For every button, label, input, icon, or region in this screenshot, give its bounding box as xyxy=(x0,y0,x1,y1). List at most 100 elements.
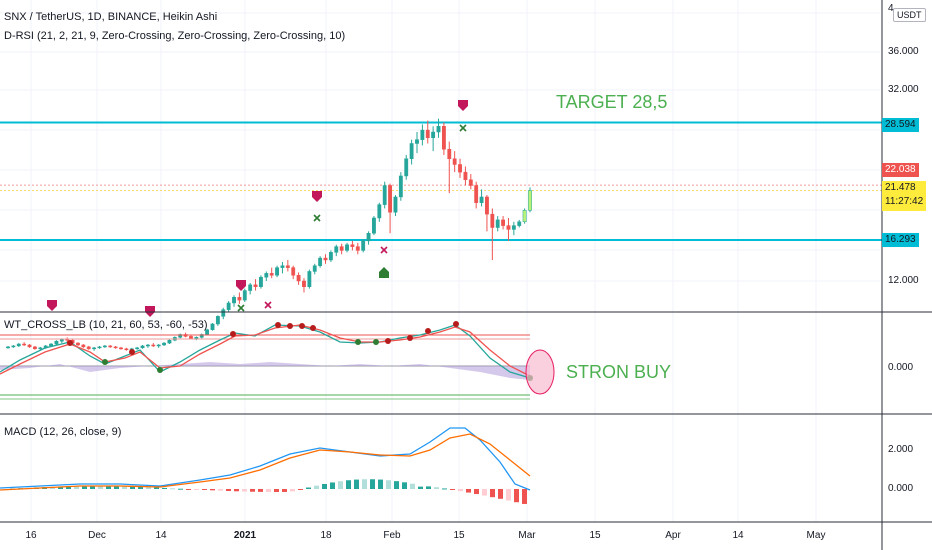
candle-body xyxy=(38,347,43,350)
candle-body xyxy=(264,273,269,278)
macd-histogram-bar xyxy=(58,486,63,489)
currency-button[interactable]: USDT xyxy=(893,8,926,22)
candle-body xyxy=(474,185,479,203)
candle-body xyxy=(269,273,274,276)
cross-signal-icon xyxy=(459,124,467,132)
candle-body xyxy=(366,233,371,242)
macd-histogram-bar xyxy=(458,489,463,492)
macd-axis-tick: 2.000 xyxy=(888,444,914,455)
cross-signal-icon xyxy=(264,301,272,309)
candle-body xyxy=(447,148,452,160)
candle-body xyxy=(259,276,263,287)
x-axis-label: 14 xyxy=(155,530,167,541)
candle-body xyxy=(291,267,296,276)
macd-histogram-bar xyxy=(282,489,287,492)
macd-histogram-bar xyxy=(378,479,383,489)
cross-signal-icon xyxy=(380,246,388,254)
macd-histogram-bar xyxy=(210,489,215,491)
candle-body xyxy=(76,342,80,346)
macd-histogram-bar xyxy=(386,480,391,489)
x-axis-label: 18 xyxy=(320,530,332,541)
candle-body xyxy=(318,257,323,266)
wt-cross-dot xyxy=(373,339,379,345)
macd-histogram-bar xyxy=(490,489,495,498)
candle-body xyxy=(32,346,37,350)
indicator-legend[interactable]: D-RSI (21, 2, 21, 9, Zero-Crossing, Zero… xyxy=(4,30,346,42)
wt-histogram-area xyxy=(0,362,530,380)
macd-histogram-bar xyxy=(226,489,231,492)
candle-body xyxy=(350,244,355,247)
candle-body xyxy=(285,265,290,268)
macd-histogram-bar xyxy=(202,489,207,490)
candle-body xyxy=(119,347,123,350)
wt-cross-dot xyxy=(275,322,281,328)
macd-histogram-bar xyxy=(434,487,439,489)
macd-histogram-bar xyxy=(170,488,175,490)
macd-histogram-bar xyxy=(370,479,375,489)
macd-histogram-bar xyxy=(338,481,343,489)
macd-histogram-bar xyxy=(106,486,111,489)
price-tick: 36.000 xyxy=(888,46,919,57)
candle-body xyxy=(86,346,91,350)
candle-body xyxy=(468,179,473,186)
x-axis-label: 14 xyxy=(732,530,744,541)
candle-body xyxy=(140,345,145,349)
macd-histogram-bar xyxy=(482,489,487,496)
candle-body xyxy=(54,340,59,345)
candle-body xyxy=(490,213,495,228)
candle-body xyxy=(11,345,16,348)
macd-histogram-bar xyxy=(162,487,167,489)
macd-legend[interactable]: MACD (12, 26, close, 9) xyxy=(4,426,122,438)
upper-level-tag: 28.594 xyxy=(882,118,919,132)
horizontal-levels[interactable] xyxy=(0,121,882,242)
macd-histogram-bar xyxy=(522,489,527,504)
macd-histogram-bar xyxy=(418,486,423,489)
candle-body xyxy=(339,246,344,251)
macd-histogram-bar xyxy=(322,483,327,489)
candle-body xyxy=(528,190,532,211)
candle-body xyxy=(296,275,301,282)
candle-body xyxy=(436,126,441,133)
candle-body xyxy=(425,129,430,139)
macd-histogram-bar xyxy=(98,486,103,489)
candle-body xyxy=(226,302,231,310)
candle-body xyxy=(113,346,118,349)
cross-signal-icon xyxy=(237,304,245,312)
x-axis-label: Mar xyxy=(518,530,536,541)
candle-body xyxy=(404,158,409,177)
candles xyxy=(6,118,532,351)
candle-body xyxy=(194,337,199,339)
candle-body xyxy=(372,217,376,234)
macd-histogram-bar xyxy=(298,489,303,490)
macd-histogram-bar xyxy=(74,486,79,489)
wt-cross-dot xyxy=(287,323,293,329)
candle-body xyxy=(232,296,236,304)
macd-histogram-bar xyxy=(346,480,351,489)
candle-body xyxy=(441,126,446,150)
candle-body xyxy=(167,339,172,344)
x-axis-label: 15 xyxy=(589,530,601,541)
wt-cross-dot xyxy=(453,321,459,327)
macd-histogram-bar xyxy=(394,481,399,489)
candle-body xyxy=(485,196,489,215)
candle-body xyxy=(189,336,193,339)
candle-body xyxy=(312,265,317,272)
candle-body xyxy=(506,225,511,230)
macd-histogram-bar xyxy=(266,489,271,492)
wt-cross-dot xyxy=(157,367,163,373)
wt-cross-dot xyxy=(67,340,73,346)
candle-body xyxy=(81,344,86,348)
symbol-title[interactable]: SNX / TetherUS, 1D, BINANCE, Heikin Ashi xyxy=(4,11,218,23)
candle-body xyxy=(398,175,403,198)
wt-cross-legend[interactable]: WT_CROSS_LB (10, 21, 60, 53, -60, -53) xyxy=(4,319,208,331)
candle-body xyxy=(22,343,27,346)
grid xyxy=(0,0,880,522)
wt-cross-dot xyxy=(385,338,391,344)
last-price-tag: 21.478 11:27:42 xyxy=(882,181,927,211)
macd-histogram-bar xyxy=(114,486,119,489)
candle-body xyxy=(377,204,382,219)
candle-body xyxy=(151,344,156,347)
buy-signal-icon xyxy=(379,267,389,278)
